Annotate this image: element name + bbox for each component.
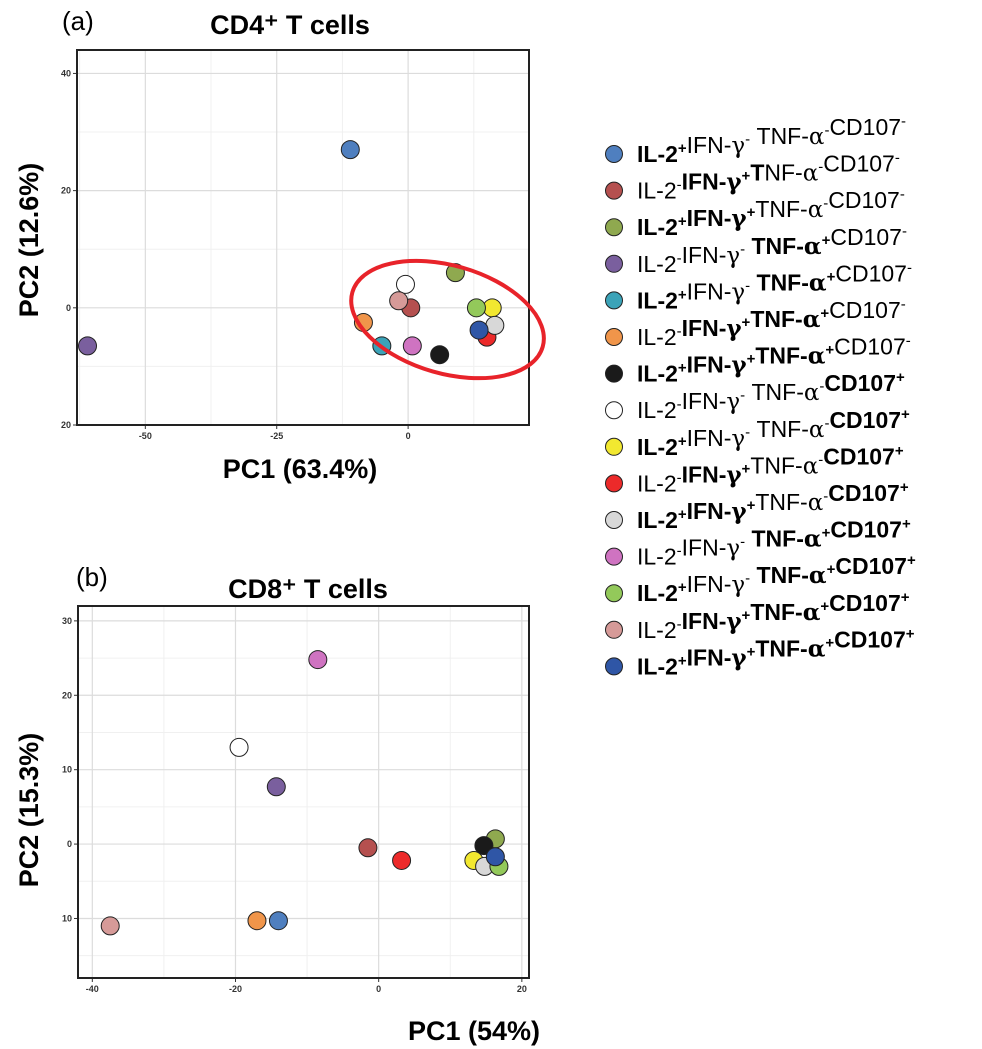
data-point [402,336,422,356]
legend-marker [605,437,623,456]
legend-label: IL-2-IFN-γ- TNF-α-CD107+ [637,369,905,423]
data-point [78,336,98,356]
data-point [485,847,505,867]
data-point [430,345,450,365]
legend-marker [605,291,623,310]
plot-frame [77,605,530,979]
data-point [474,836,494,856]
highlight-ellipse [349,258,546,381]
legend-label: IL-2+IFN-γ- TNF-α-CD107+ [637,406,910,460]
data-point [469,320,489,340]
legend-label: IL-2-IFN-γ- TNF-α+CD107- [637,223,907,277]
legend-label: IL-2+IFN-γ+TNF-α-CD107+ [637,479,909,533]
plot-background [77,50,529,425]
panel-b-label: (b) [76,562,108,592]
y-tick-label: 20 [61,420,71,430]
legend-label: IL-2-IFN-γ+TNF-α-CD107- [637,150,900,204]
plot-area-b: -40 -20 0 20 10 0 10 20 30 [62,605,530,994]
data-point [340,140,360,160]
y-tick-label: 20 [61,186,71,196]
x-tick-label: -25 [270,431,283,441]
x-axis-label-a: PC1 (63.4%) [223,454,378,484]
data-point [247,911,267,931]
data-point [485,315,505,335]
data-point [308,650,328,670]
legend-marker [605,547,623,566]
legend-label: IL-2+IFN-γ+TNF-α+CD107+ [637,625,915,679]
legend-marker [605,181,623,200]
data-point [100,916,120,936]
y-axis-label-a: PC2 (12.6%) [14,163,44,318]
y-tick-label: 0 [67,839,72,849]
y-tick-label: 30 [62,616,72,626]
data-point [358,838,378,858]
data-point [268,911,288,931]
plot-background [78,606,529,978]
data-point [266,777,286,797]
x-axis-label-b: PC1 (54%) [408,1016,540,1046]
legend-marker [605,620,623,639]
legend-marker [605,328,623,346]
data-point [389,291,409,311]
legend-marker [605,145,623,163]
chart-title-b: CD8⁺ T cells [228,574,388,604]
data-point [466,298,486,318]
legend-label: IL-2+IFN-γ+TNF-α-CD107- [637,186,905,240]
y-tick-label: 0 [66,303,71,313]
y-tick-label: 10 [62,765,72,775]
legend: IL-2+IFN-γ- TNF-α-CD107-IL-2-IFN-γ+TNF-α… [605,113,916,679]
legend-marker [605,401,623,420]
legend-marker [605,511,623,529]
legend-marker [605,218,623,237]
legend-label: IL-2+IFN-γ- TNF-α-CD107- [637,113,906,167]
x-tick-label: 20 [517,984,527,994]
x-tick-label: -50 [139,431,152,441]
legend-marker [605,474,623,493]
legend-marker [605,657,623,676]
plot-frame [76,49,530,426]
legend-label: IL-2-IFN-γ+TNF-α+CD107- [637,296,906,350]
legend-marker [605,584,623,603]
legend-marker [605,254,623,273]
y-tick-label: 40 [61,68,71,78]
legend-label: IL-2+IFN-γ+TNF-α+CD107- [637,333,911,387]
data-point [392,850,412,870]
data-point [395,274,415,294]
legend-marker [605,364,623,383]
x-tick-label: -40 [86,984,99,994]
y-tick-label: 20 [62,690,72,700]
y-axis-label-b: PC2 (15.3%) [14,733,44,888]
legend-label: IL-2+IFN-γ- TNF-α+CD107- [637,259,912,313]
data-point [229,737,249,757]
legend-label: IL-2+IFN-γ- TNF-α+CD107+ [637,552,916,606]
legend-label: IL-2-IFN-γ- TNF-α+CD107+ [637,516,911,570]
x-tick-label: -20 [229,984,242,994]
x-tick-label: 0 [376,984,381,994]
plot-area-a: -50 -25 0 20 0 20 40 [61,49,546,441]
chart-title-a: CD4⁺ T cells [210,10,370,40]
legend-label: IL-2-IFN-γ+TNF-α+CD107+ [637,589,910,643]
x-tick-label: 0 [406,431,411,441]
legend-label: IL-2-IFN-γ+TNF-α-CD107+ [637,442,904,496]
panel-a-label: (a) [62,6,94,36]
y-tick-label: 10 [62,913,72,923]
